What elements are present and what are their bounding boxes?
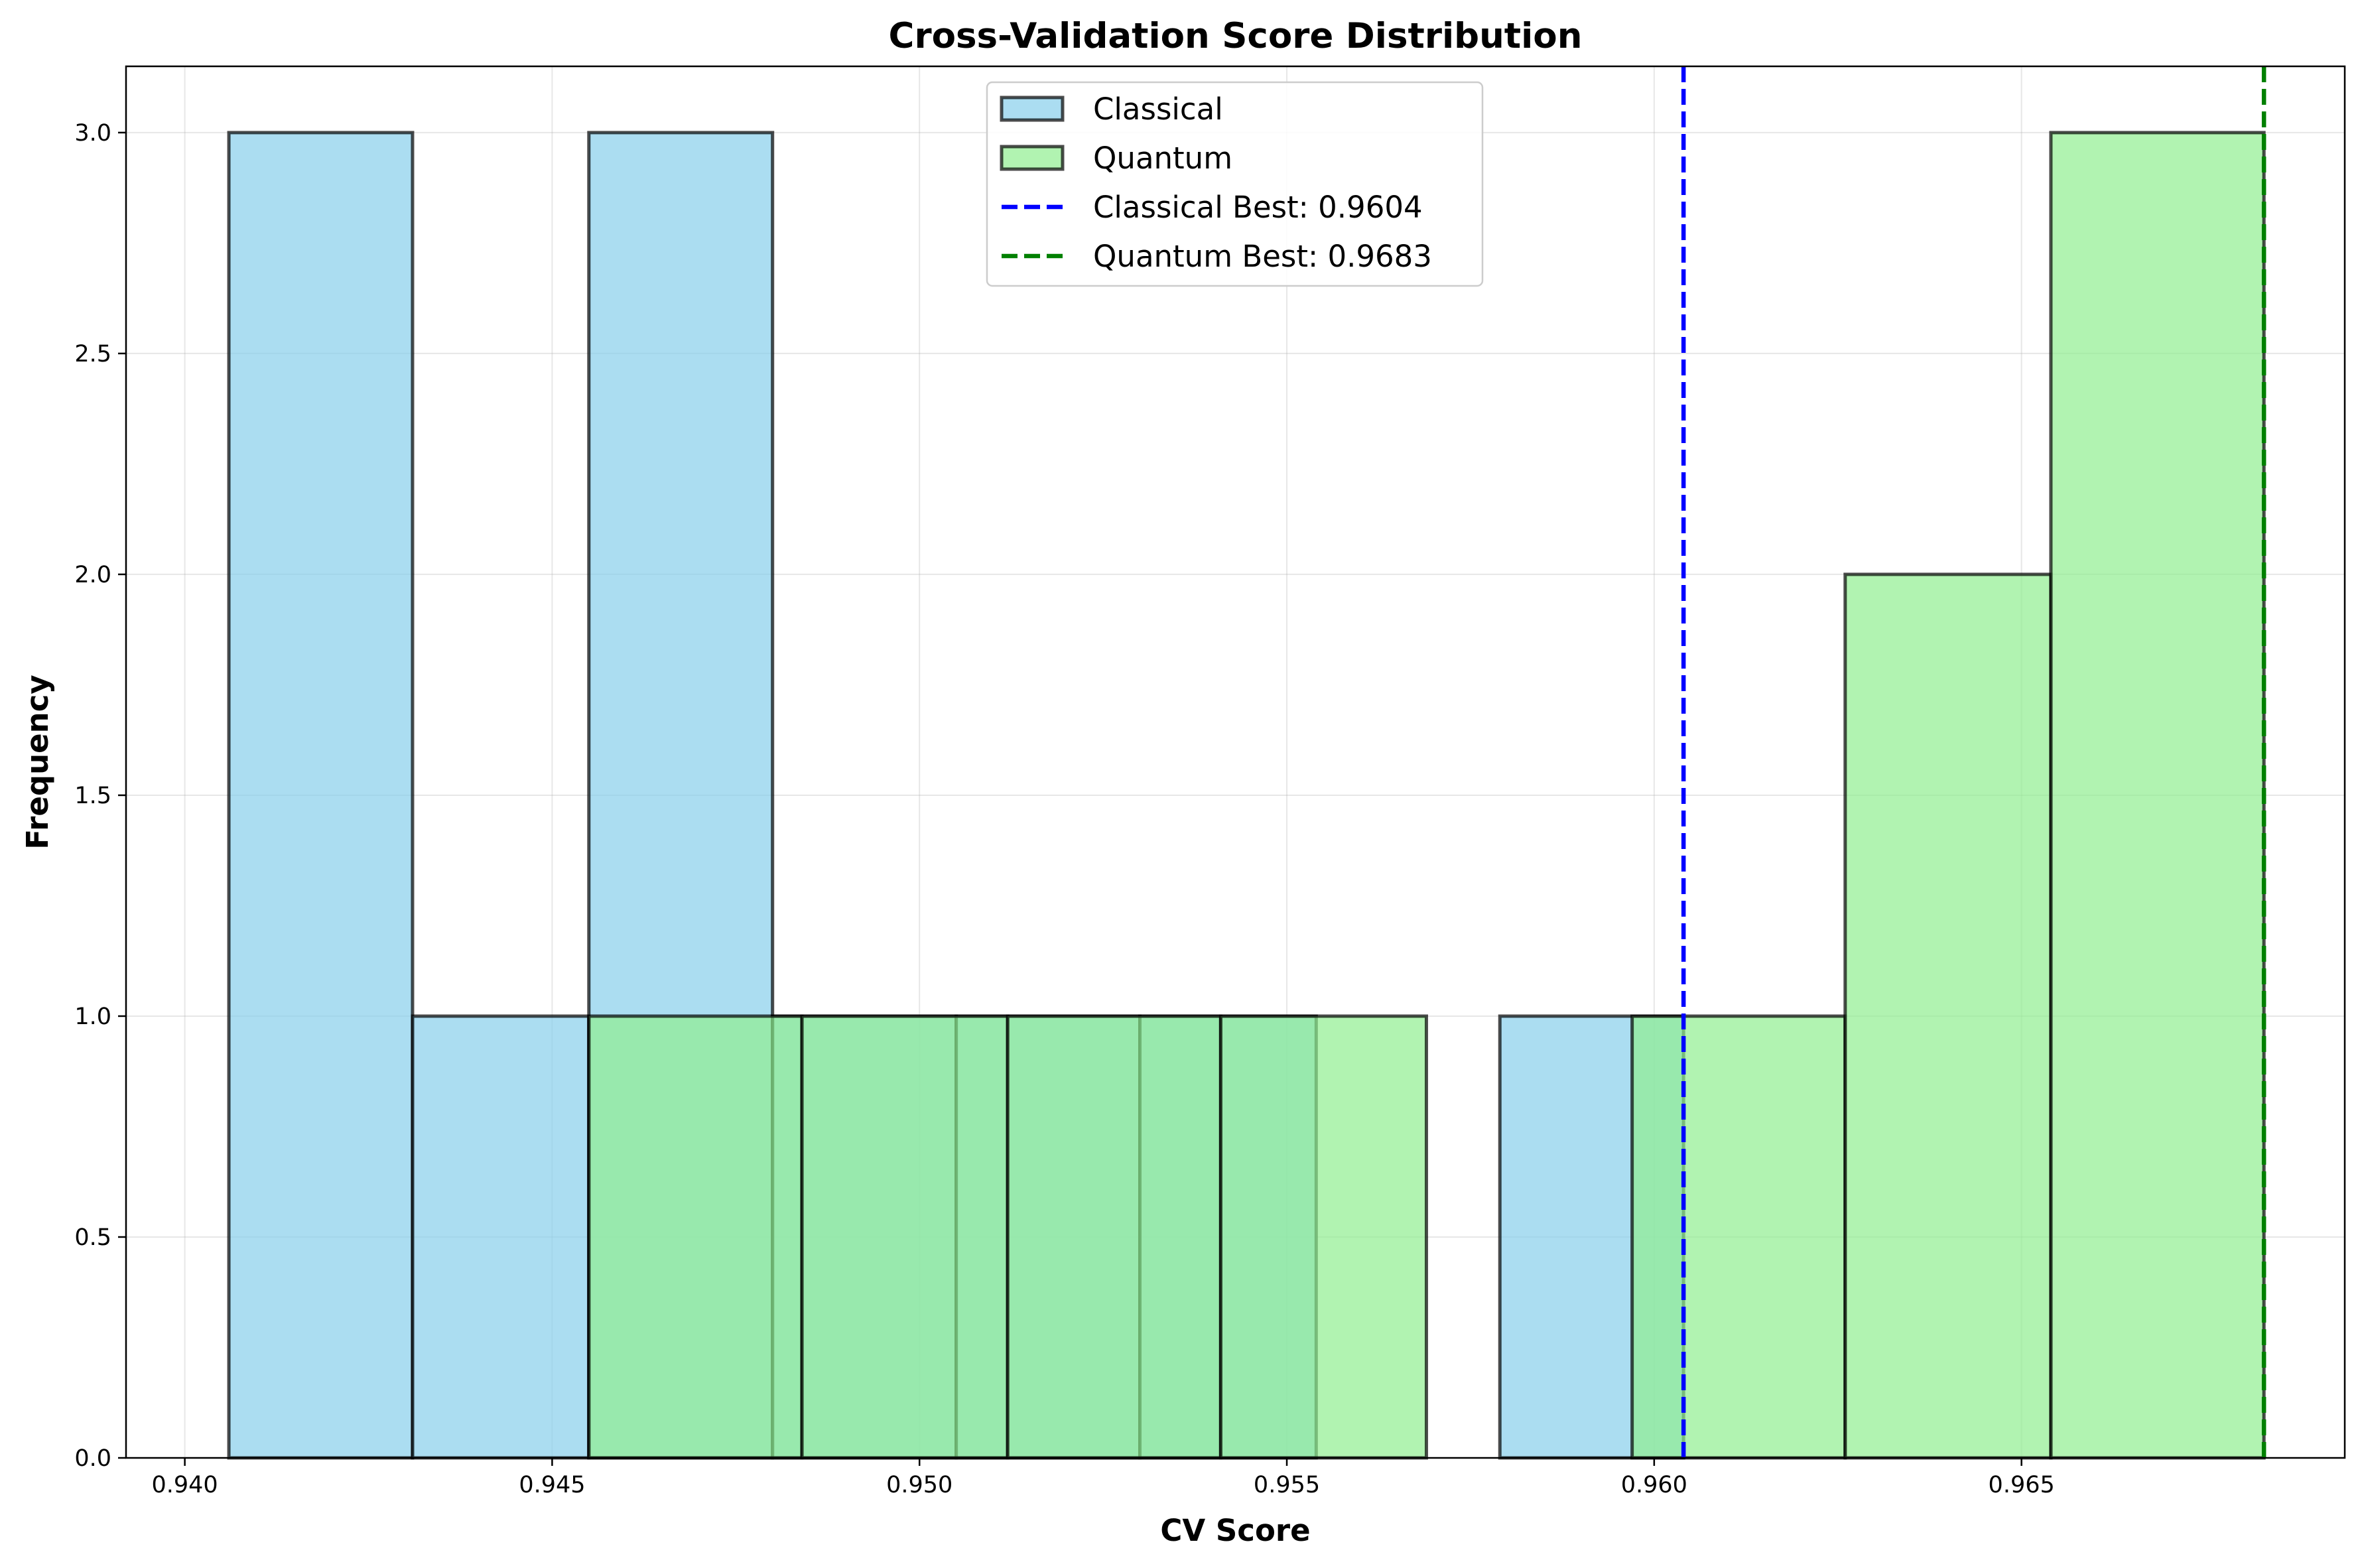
legend-label-reference-1: Quantum Best: 0.9683 [1093,239,1432,274]
legend-label-quantum: Quantum [1093,141,1232,176]
y-tick-label-3: 1.5 [74,783,111,809]
y-tick-label-5: 2.5 [74,341,111,367]
x-tick-label-0: 0.940 [152,1472,218,1498]
y-tick-label-1: 0.5 [74,1224,111,1251]
plot-frame [125,65,2346,1459]
x-tick-label-1: 0.945 [519,1472,585,1498]
x-tick-label-5: 0.965 [1989,1472,2055,1498]
quantum-bar-1 [800,1014,1010,1460]
y-tick-label-0: 0.0 [74,1445,111,1472]
x-axis-label: CV Score [1160,1513,1310,1548]
quantum-bar-3 [1218,1014,1428,1460]
legend-label-classical: Classical [1093,92,1223,127]
y-axis-label: Frequency [20,675,55,849]
quantum-bar-2 [1006,1014,1222,1460]
classical-bar-0 [227,131,415,1460]
quantum-bar-0 [587,1014,804,1460]
y-tick-label-4: 2.0 [74,562,111,588]
x-tick-label-4: 0.960 [1621,1472,1687,1498]
histogram-bars [227,131,2266,1460]
quantum-bar-6 [1843,572,2053,1460]
y-tick-label-6: 3.0 [74,120,111,147]
y-tick-label-2: 1.0 [74,1004,111,1030]
quantum-bar-7 [2049,131,2266,1460]
x-tick-label-3: 0.955 [1254,1472,1320,1498]
classical-bar-1 [411,1014,591,1460]
x-tick-label-2: 0.950 [886,1472,952,1498]
x-axis-ticks: 0.940 0.945 0.950 0.955 0.960 0.965 [152,1458,2055,1498]
legend-label-reference-0: Classical Best: 0.9604 [1093,190,1423,225]
legend-swatch-classical [1000,96,1065,122]
legend-swatch-quantum [1000,145,1065,171]
legend: Classical Quantum Classical Best: 0.9604 Qu… [986,81,1484,287]
reference-lines [1681,66,2266,1458]
chart-title: Cross-Validation Score Distribution [889,16,1583,56]
y-axis-ticks: 0.0 0.5 1.0 1.5 2.0 2.5 3.0 [74,120,126,1472]
legend-box [986,81,1484,287]
quantum-bar-5 [1630,1014,1847,1460]
